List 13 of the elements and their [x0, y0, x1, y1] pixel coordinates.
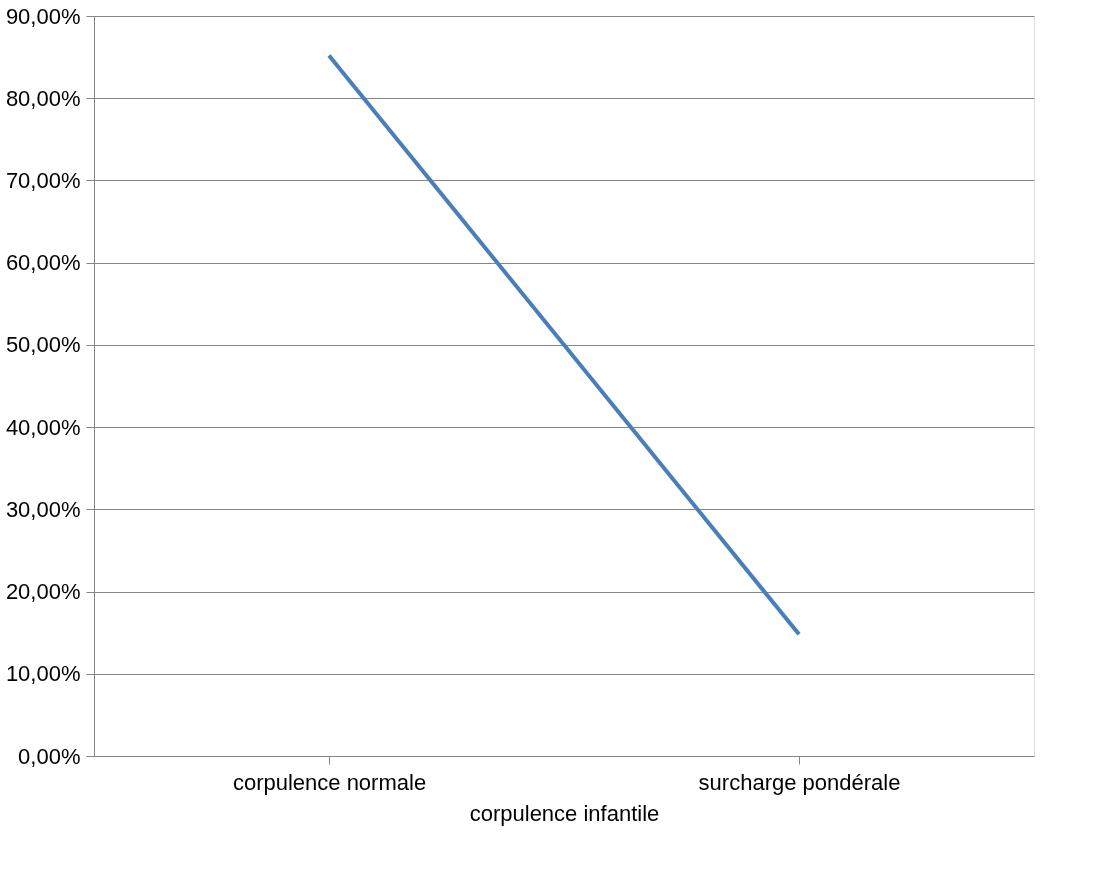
y-tick-label: 20,00%	[5, 579, 81, 605]
y-tick-label: 60,00%	[5, 250, 81, 276]
y-tick-label: 80,00%	[5, 85, 81, 111]
y-tick-label: 70,00%	[5, 167, 81, 193]
y-tick-label: 40,00%	[5, 414, 81, 440]
x-axis-title: corpulence infantile	[469, 800, 660, 826]
y-tick-label: 30,00%	[5, 496, 81, 522]
y-tick-label: 50,00%	[5, 332, 81, 358]
y-tick-label: 90,00%	[5, 3, 81, 29]
y-tick-label: 10,00%	[5, 661, 81, 687]
x-tick-label: surcharge pondérale	[698, 769, 901, 795]
y-tick-label: 0,00%	[18, 743, 81, 769]
x-tick-label: corpulence normale	[232, 769, 427, 795]
